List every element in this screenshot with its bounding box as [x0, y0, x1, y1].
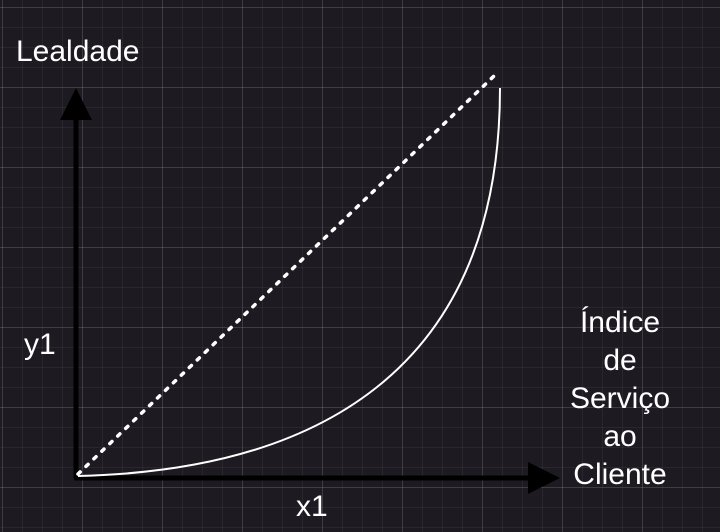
y-axis-arrowhead	[60, 88, 92, 120]
x-axis-title-line: Serviço	[569, 382, 671, 415]
x-axis-title: Índice de Serviço ao Cliente	[560, 304, 680, 494]
x-axis-title-line: Índice	[579, 306, 661, 339]
x-axis-title-line: ao	[603, 420, 637, 453]
x-axis-title-line: de	[603, 344, 637, 377]
y-axis-title: Lealdade	[16, 35, 140, 68]
solid-curve	[77, 87, 501, 477]
y-axis-variable-label: y1	[24, 328, 56, 361]
x-axis-title-line: Cliente	[573, 458, 667, 491]
x-axis-arrowhead	[528, 462, 560, 494]
x-axis-variable-label: x1	[296, 490, 328, 523]
dotted-diagonal-line	[76, 74, 496, 476]
